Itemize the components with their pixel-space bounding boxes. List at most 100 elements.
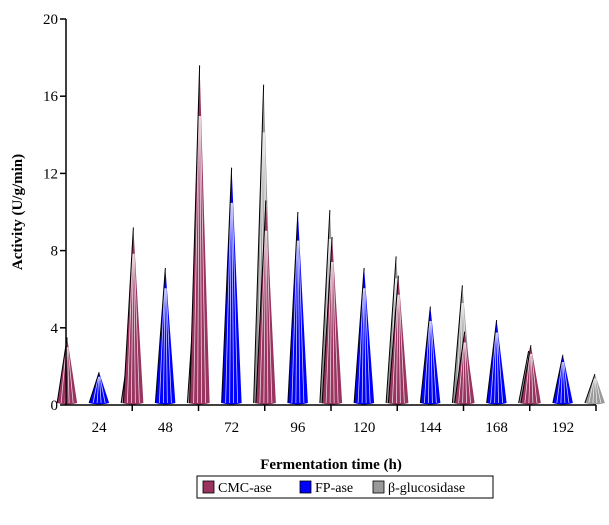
bar-edge [518, 350, 530, 404]
bar-edge [353, 267, 365, 404]
y-axis-title: Activity (U/g/min) [10, 154, 26, 270]
bar-hatch [130, 253, 134, 404]
bar-body [189, 65, 210, 405]
bar [321, 237, 343, 405]
bar [88, 372, 110, 405]
bar-body [486, 320, 507, 405]
bar-hatch [530, 353, 534, 404]
bar-edge [122, 227, 134, 404]
y-tick-label: 12 [43, 166, 58, 182]
bar-edge [451, 285, 463, 404]
x-tick-label: 144 [419, 420, 442, 436]
bar-hatch [364, 288, 371, 404]
bar-hatch [465, 342, 472, 404]
bar-edge [189, 65, 201, 404]
bar-hatch [229, 202, 232, 404]
bar-hatch [199, 115, 203, 404]
bar-hatch [528, 353, 531, 404]
x-tick-label: 192 [552, 420, 575, 436]
bar-hatch [357, 288, 364, 404]
bar-hatch [395, 294, 399, 404]
bar-hatch [265, 230, 269, 404]
bar-body [123, 227, 144, 405]
bar-edge [253, 84, 265, 404]
bar-hatch [329, 261, 333, 404]
bar-hatch [325, 261, 332, 404]
bar-hatch [430, 321, 433, 404]
bar-hatch [259, 230, 266, 404]
bar-hatch [193, 115, 200, 404]
bar-hatch [158, 288, 165, 404]
bar-hatch [430, 321, 437, 404]
bar-hatch [524, 353, 531, 404]
legend: CMC-ase FP-ase β-glucosidase [196, 475, 494, 499]
legend-label: CMC-ase [218, 481, 272, 496]
bar-edge [221, 167, 233, 404]
bar-hatch [162, 288, 166, 404]
bar-hatch [263, 230, 266, 404]
bar-hatch [556, 361, 563, 404]
bar-hatch [295, 240, 298, 404]
bar-hatch [497, 332, 504, 404]
bar-hatch [490, 332, 497, 404]
bar [353, 267, 375, 405]
bar-hatch [494, 332, 497, 404]
y-tick-label: 4 [51, 321, 59, 337]
bar-body [255, 200, 276, 405]
bar-hatch [99, 376, 102, 404]
bar-hatch [232, 202, 239, 404]
y-tick-label: 16 [43, 89, 59, 105]
bar [486, 320, 507, 405]
bar [287, 211, 308, 405]
bar [122, 227, 144, 405]
bar-hatch [423, 321, 430, 404]
legend-swatch [372, 480, 385, 494]
legend-label: FP-ase [315, 481, 353, 496]
bar-body [221, 167, 242, 405]
x-tick-label: 96 [290, 420, 306, 436]
bar-body [354, 267, 375, 405]
bar-hatch [291, 240, 298, 404]
bar-hatch [225, 202, 232, 404]
x-axis-title: Fermentation time (h) [260, 457, 402, 473]
bar [221, 167, 242, 405]
y-tick-label: 0 [51, 398, 59, 414]
bar [387, 275, 409, 405]
bar-hatch [594, 378, 598, 404]
bar-hatch [126, 253, 133, 404]
bar-hatch [391, 294, 398, 404]
bar-hatch [531, 353, 538, 404]
bar-edge [552, 354, 564, 404]
bar-hatch [266, 230, 273, 404]
bar [255, 200, 276, 405]
bar [189, 65, 210, 405]
bar-hatch [332, 261, 335, 404]
bar-edge [454, 331, 466, 404]
bar [154, 267, 176, 405]
bar-body [388, 275, 409, 405]
x-tick-label: 72 [224, 420, 239, 436]
bar [552, 354, 573, 405]
legend-swatch [202, 480, 215, 494]
bar-hatch [133, 253, 140, 404]
bar-hatch [496, 332, 500, 404]
bar-hatch [96, 376, 100, 404]
bar-edge [255, 200, 267, 404]
bar-edge [319, 210, 331, 404]
x-tick-label: 48 [158, 420, 173, 436]
bar [520, 345, 541, 405]
bar-hatch [458, 342, 465, 404]
bar-edge [88, 372, 100, 404]
bar-hatch [563, 361, 570, 404]
x-tick-label: 120 [353, 420, 376, 436]
bar-hatch [462, 342, 465, 404]
x-tick-label: 24 [92, 420, 108, 436]
bar-hatch [361, 288, 365, 404]
bar-hatch [67, 347, 74, 404]
bar-body [287, 212, 308, 405]
bar-hatch [231, 202, 235, 404]
bar-hatch [332, 261, 339, 404]
bar-edge [486, 320, 498, 404]
bar-hatch [197, 115, 200, 404]
